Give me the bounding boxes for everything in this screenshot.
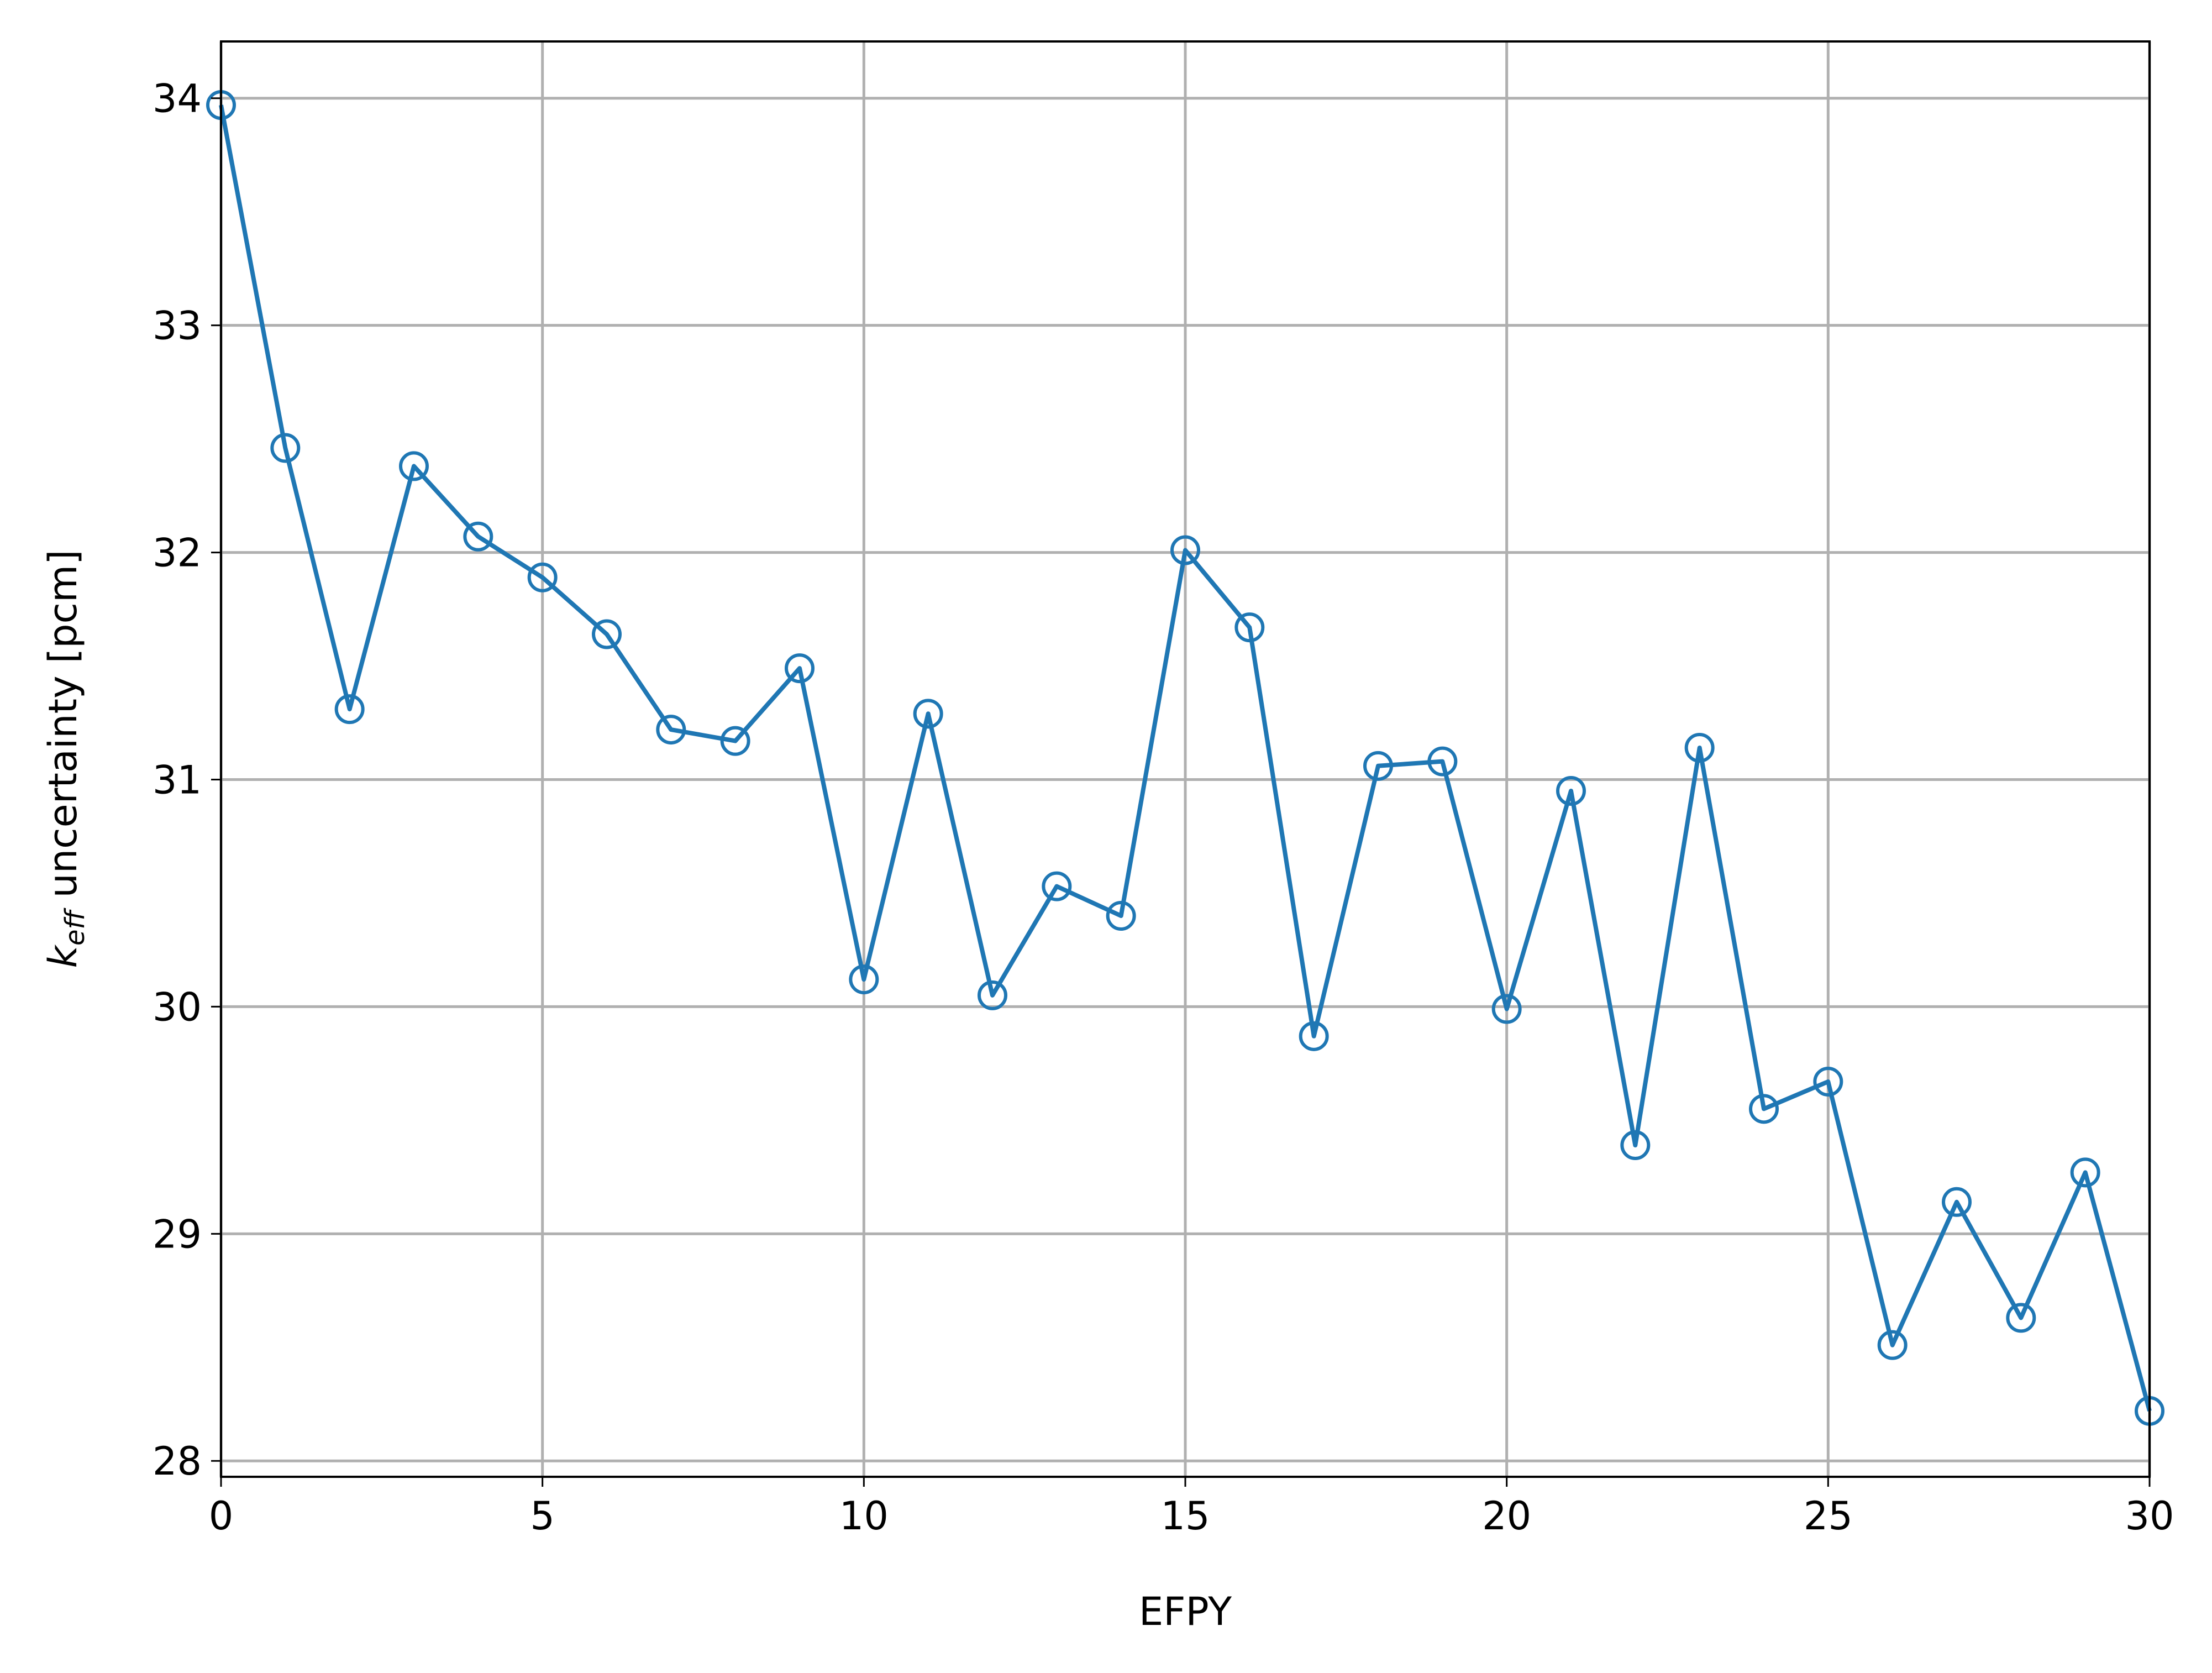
data-point [1942,1187,1972,1217]
data-point [399,451,429,481]
x-tick-label: 0 [209,1493,234,1539]
x-axis-label: EFPY [1139,1589,1232,1634]
data-point [978,980,1007,1010]
x-tick-label: 30 [2125,1493,2174,1539]
data-point [1813,1067,1843,1097]
data-point [1620,1130,1651,1161]
x-tick-label: 5 [530,1493,555,1539]
data-point [656,715,686,745]
data-point [1299,1021,1329,1051]
data-point [463,521,493,552]
data-point [849,964,879,995]
data-point [1363,751,1393,781]
grid [219,41,2151,1477]
data-point [592,619,622,649]
data-point [1042,871,1072,901]
data-point [1556,776,1586,806]
data-point [2006,1303,2036,1333]
y-tick-label: 32 [153,531,202,576]
data-point [720,726,750,756]
data-point [270,433,301,463]
axis-ticks: 0 5 10 15 20 25 30 28 29 30 31 32 33 34 [153,76,2174,1539]
y-tick-label: 33 [153,303,202,349]
data-point [1749,1094,1779,1124]
series-keff-uncertainty [206,90,2164,1426]
y-axis-label-k: k [40,945,86,968]
data-point [334,694,365,725]
data-point [2070,1157,2100,1188]
data-point [1170,535,1200,565]
x-tick-label: 25 [1804,1493,1853,1539]
data-point [1106,901,1136,931]
x-tick-label: 20 [1482,1493,1531,1539]
data-point [913,699,943,729]
y-tick-label: 28 [153,1439,202,1484]
data-point [1684,732,1715,763]
y-axis-label: keff uncertainty [pcm] [40,549,91,968]
y-axis-label-subscript: eff [60,907,91,946]
series-line [219,104,2152,1412]
y-tick-label: 29 [153,1212,202,1257]
data-point [1234,612,1265,643]
y-axis-label-text: uncertainty [pcm] [40,549,86,910]
data-point [527,562,558,592]
data-point [1491,994,1522,1024]
x-tick-label: 10 [839,1493,889,1539]
data-point [785,653,815,684]
y-tick-label: 34 [153,76,202,122]
y-tick-label: 31 [153,757,202,803]
y-tick-label: 30 [153,984,202,1030]
data-point [1427,746,1458,777]
data-point [1877,1330,1908,1360]
x-tick-label: 15 [1160,1493,1210,1539]
